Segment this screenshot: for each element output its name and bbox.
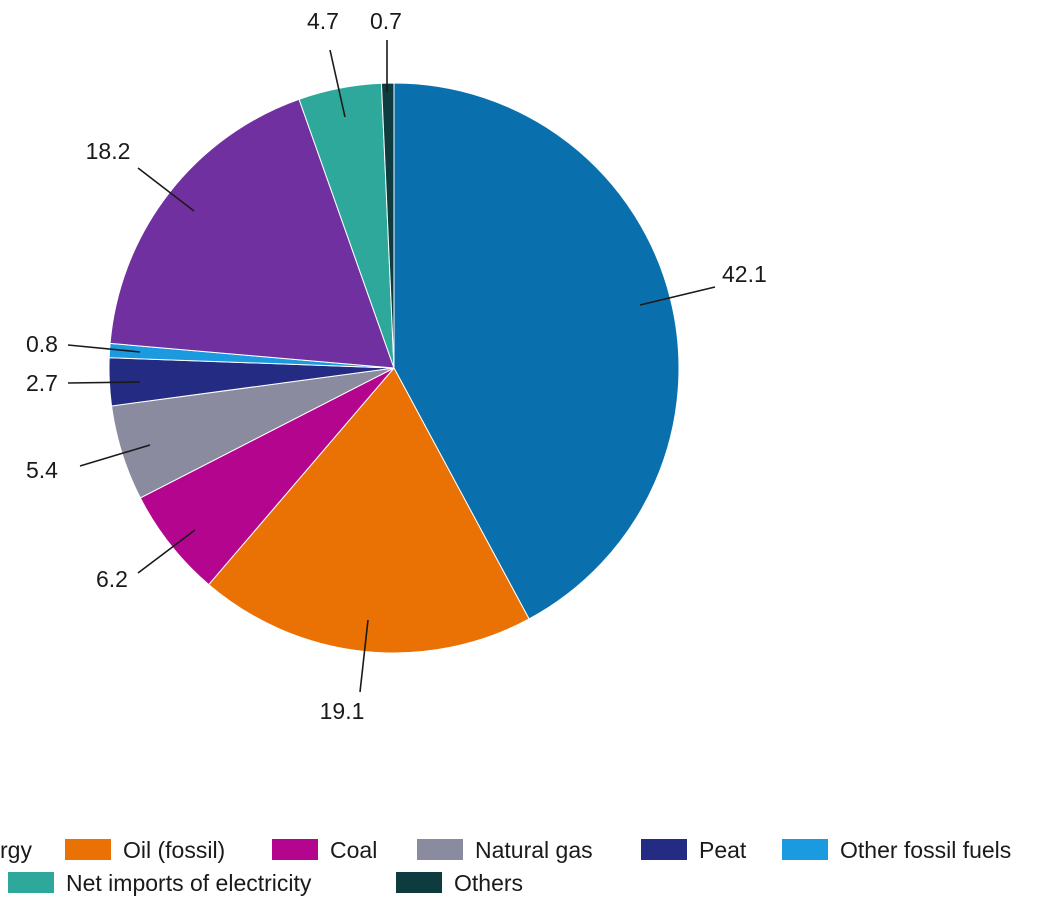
data-label: 5.4 (26, 457, 58, 483)
legend: rgy Oil (fossil) Coal Natural gas Peat Other … (0, 837, 1011, 896)
pie-slice-oil-fossil- (208, 367, 530, 654)
legend-swatch (641, 839, 687, 860)
data-label: 0.8 (26, 331, 58, 357)
legend-label: Net imports of electricity (66, 870, 312, 896)
data-label: 42.1 (722, 261, 767, 287)
legend-swatch (8, 872, 54, 893)
legend-label: Natural gas (475, 837, 593, 863)
data-label: 18.2 (86, 138, 131, 164)
legend-label: Peat (699, 837, 747, 863)
legend-item: Others (396, 870, 523, 896)
legend-label: Coal (330, 837, 377, 863)
legend-swatch (272, 839, 318, 860)
data-label: 19.1 (320, 698, 365, 724)
data-label: 0.7 (370, 8, 402, 34)
leader-line (137, 529, 196, 574)
legend-item: Natural gas (417, 837, 593, 863)
label-leader-lines (67, 40, 716, 693)
legend-swatch (65, 839, 111, 860)
leader-line (79, 444, 151, 467)
legend-label: Oil (fossil) (123, 837, 225, 863)
legend-item: Coal (272, 837, 377, 863)
legend-swatch (417, 839, 463, 860)
leader-line (329, 49, 346, 118)
legend-swatch (396, 872, 442, 893)
legend-label: rgy (0, 837, 32, 863)
data-label: 4.7 (307, 8, 339, 34)
leader-line (67, 381, 141, 384)
leader-line (67, 344, 141, 353)
legend-label: Others (454, 870, 523, 896)
legend-swatch (782, 839, 828, 860)
legend-item: Net imports of electricity (8, 870, 312, 896)
data-labels: 42.1 19.1 6.2 5.4 2.7 0.8 18.2 4.7 0.7 (26, 8, 767, 724)
data-label: 6.2 (96, 566, 128, 592)
pie-slices (108, 82, 680, 654)
leader-line (137, 167, 195, 212)
leader-line (639, 286, 716, 306)
pie-slice-nuclear (109, 98, 395, 369)
leader-line (359, 619, 369, 693)
legend-label: Other fossil fuels (840, 837, 1011, 863)
legend-item: Peat (641, 837, 747, 863)
legend-item: Other fossil fuels (782, 837, 1011, 863)
data-label: 2.7 (26, 370, 58, 396)
legend-item: Oil (fossil) (65, 837, 225, 863)
legend-item: rgy (0, 837, 32, 863)
